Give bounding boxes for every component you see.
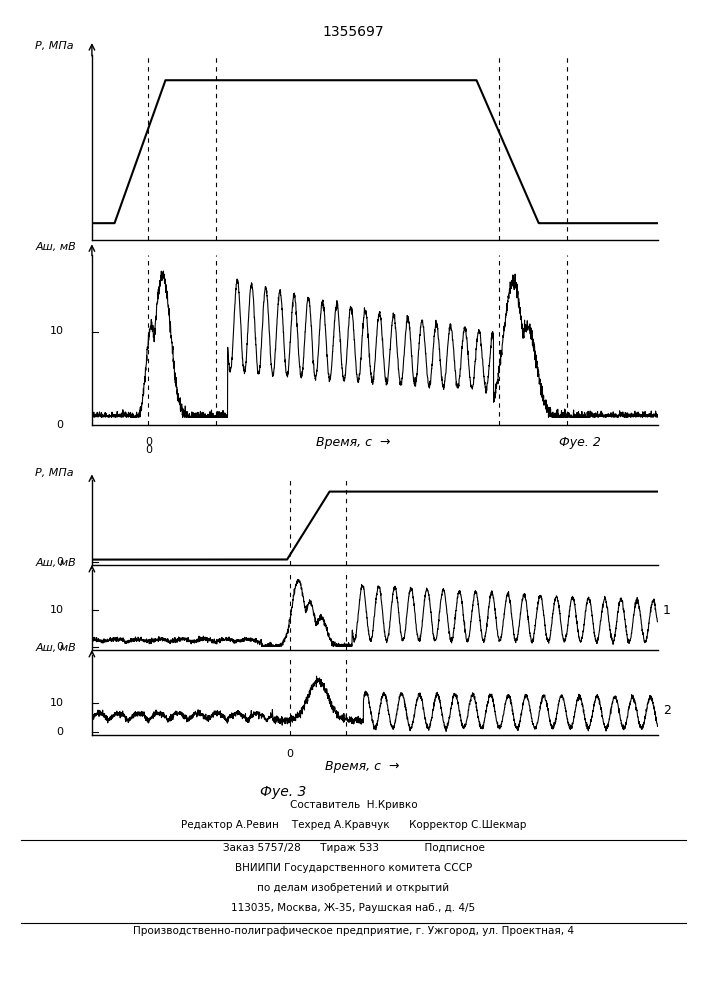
Text: 0: 0: [57, 420, 64, 430]
Text: Время, с  →: Время, с →: [316, 436, 391, 449]
Text: 0: 0: [57, 642, 64, 652]
Text: Редактор А.Ревин    Техред А.Кравчук      Корректор С.Шекмар: Редактор А.Ревин Техред А.Кравчук Коррек…: [181, 820, 526, 830]
Text: Время, с  →: Время, с →: [325, 760, 399, 773]
Text: Аш, мВ: Аш, мВ: [35, 558, 76, 568]
Text: Аш, мВ: Аш, мВ: [35, 242, 76, 252]
Text: 1355697: 1355697: [322, 25, 385, 39]
Text: Производственно-полиграфическое предприятие, г. Ужгород, ул. Проектная, 4: Производственно-полиграфическое предприя…: [133, 926, 574, 936]
Text: Фуе. 3: Фуе. 3: [259, 785, 306, 799]
Text: 10: 10: [49, 326, 64, 336]
Text: Фуе. 2: Фуе. 2: [559, 436, 601, 449]
Text: Р, МПа: Р, МПа: [35, 468, 74, 478]
Text: 1: 1: [663, 603, 671, 616]
Text: 0: 0: [57, 727, 64, 737]
Text: 0: 0: [286, 749, 293, 759]
Text: 10: 10: [49, 698, 64, 708]
Text: Заказ 5757/28      Тираж 533              Подписное: Заказ 5757/28 Тираж 533 Подписное: [223, 843, 484, 853]
Text: ВНИИПИ Государственного комитета СССР: ВНИИПИ Государственного комитета СССР: [235, 863, 472, 873]
Text: Составитель  Н.Кривко: Составитель Н.Кривко: [290, 800, 417, 810]
Text: 0: 0: [145, 445, 152, 455]
Text: 0: 0: [145, 437, 152, 447]
Text: 2: 2: [663, 704, 671, 718]
Text: 10: 10: [49, 605, 64, 615]
Text: по делам изобретений и открытий: по делам изобретений и открытий: [257, 883, 450, 893]
Text: Р, МПа: Р, МПа: [35, 41, 74, 51]
Text: Аш, мВ: Аш, мВ: [35, 643, 76, 653]
Text: 113035, Москва, Ж-35, Раушская наб., д. 4/5: 113035, Москва, Ж-35, Раушская наб., д. …: [231, 903, 476, 913]
Text: 0: 0: [57, 557, 64, 567]
